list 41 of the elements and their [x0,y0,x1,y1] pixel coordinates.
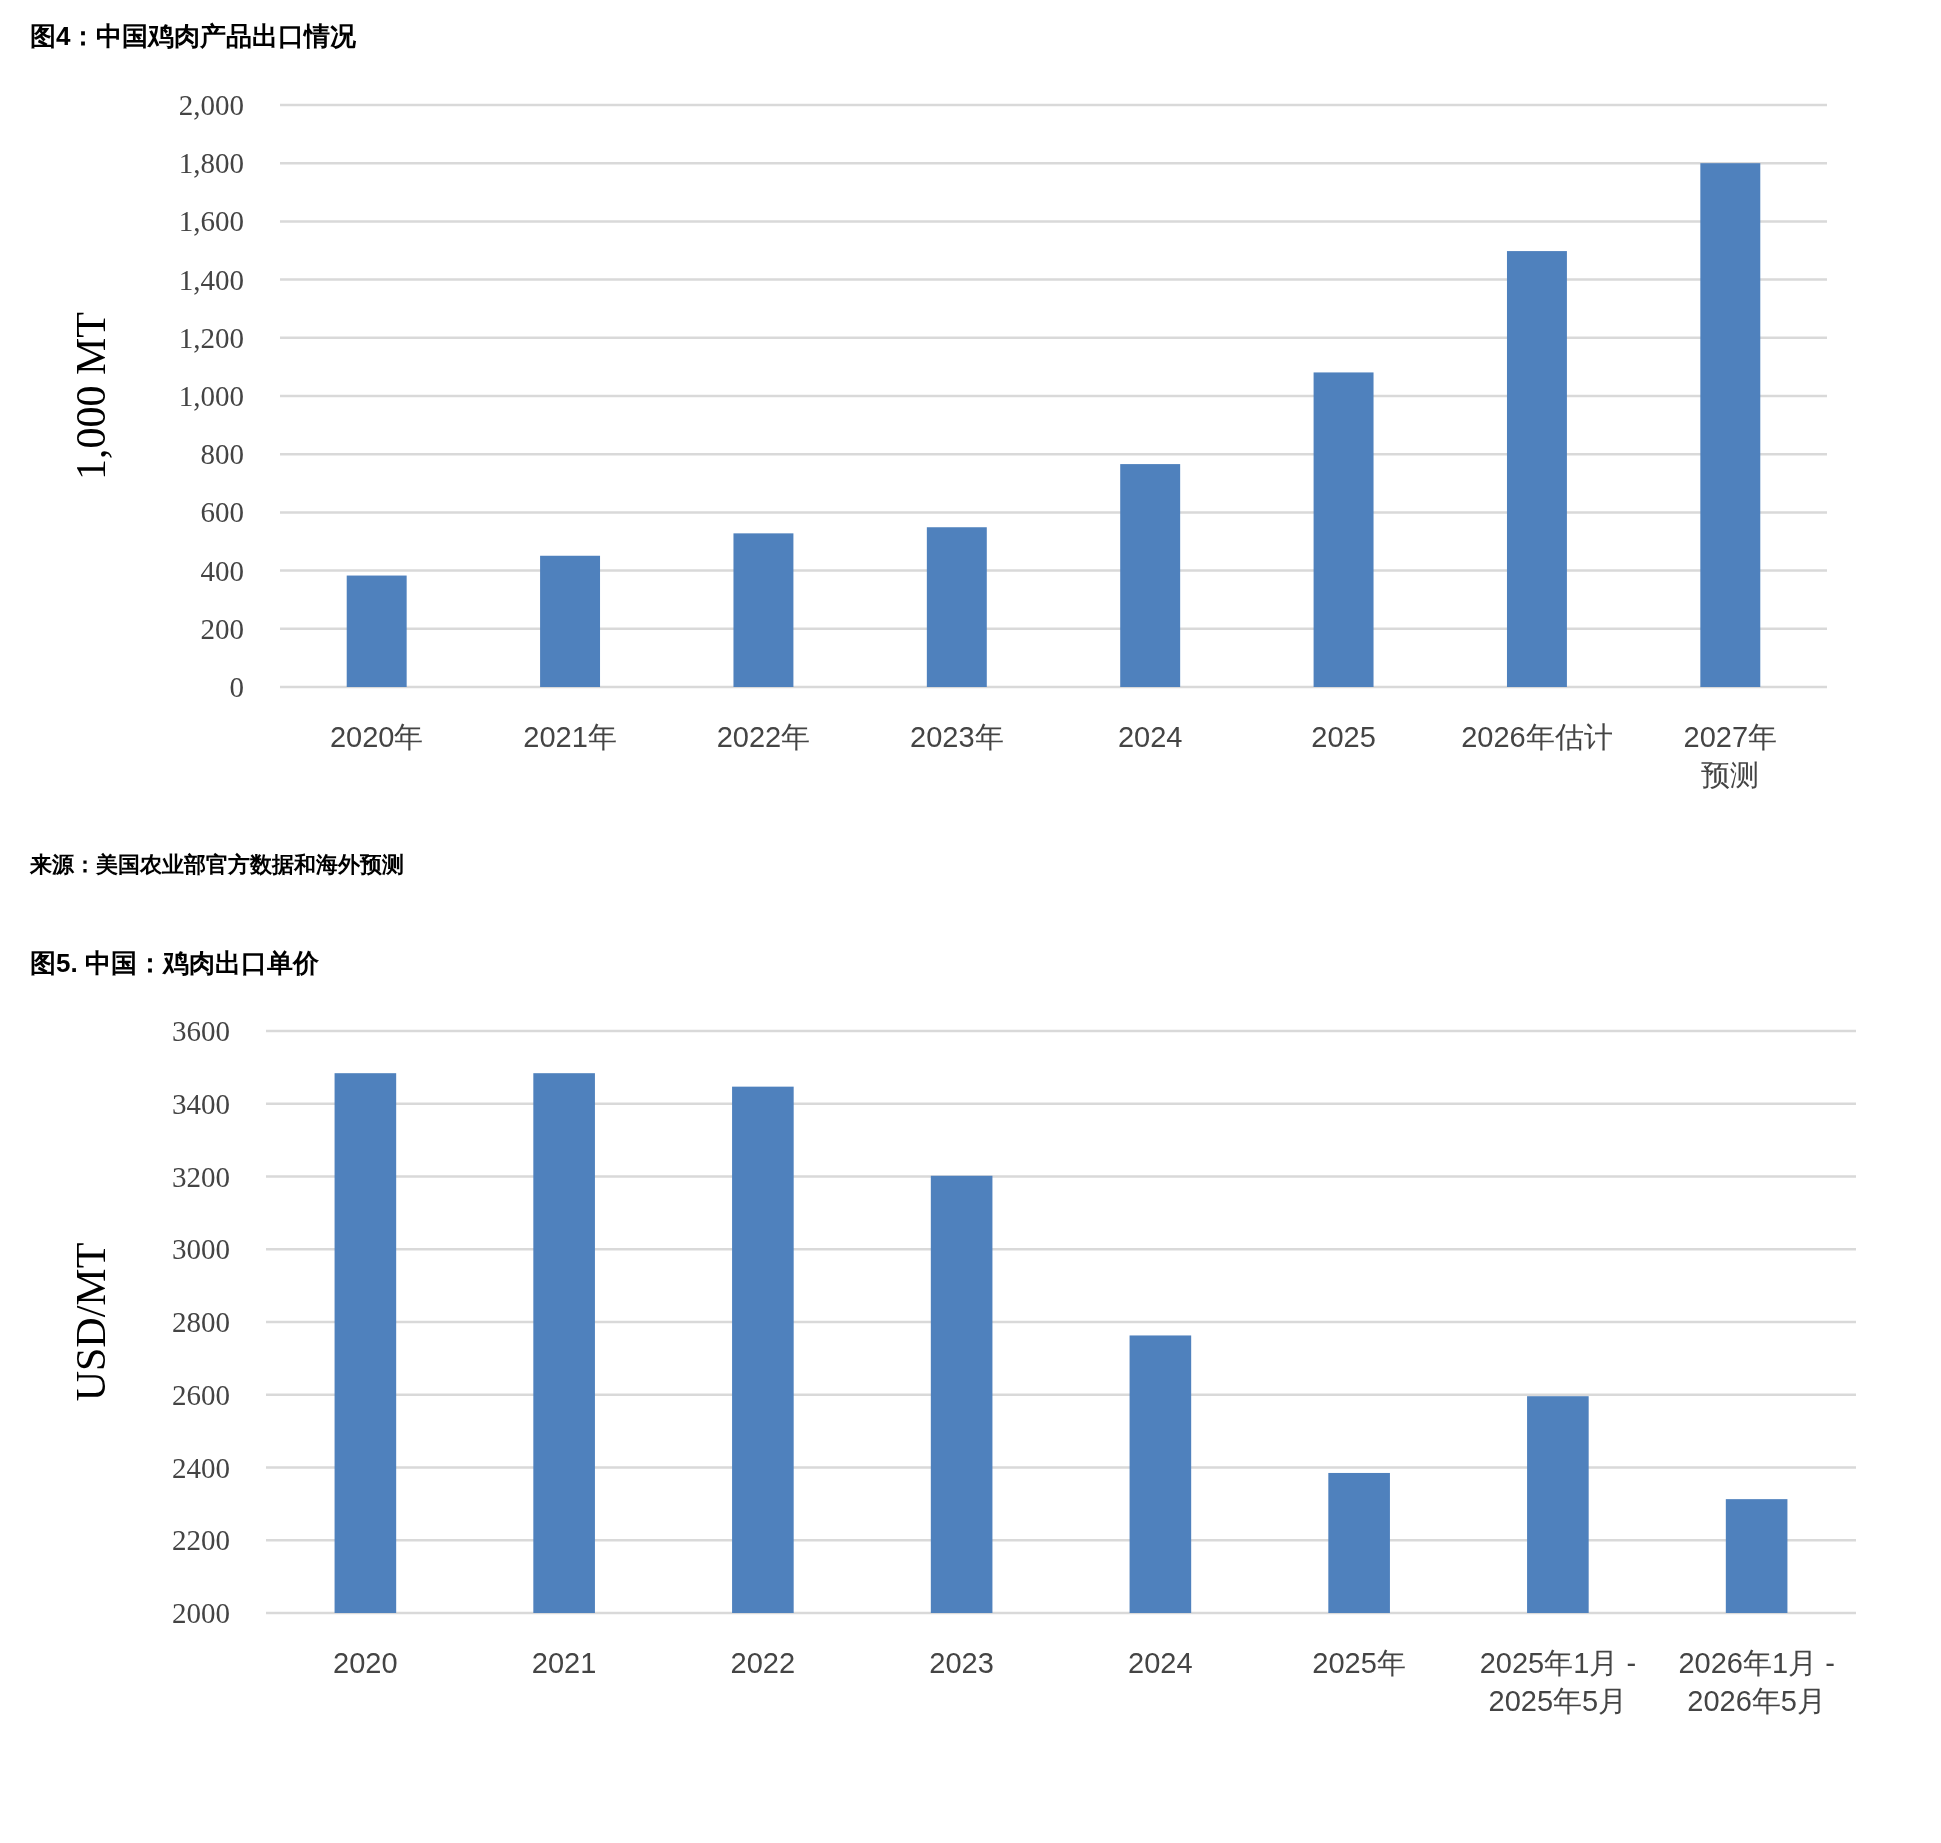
y-axis-title: 1,000 MT [68,312,114,480]
x-tick-label: 2023 [929,1647,994,1679]
x-tick-label: 2025年1月 - 2025年5月 [1479,1647,1637,1717]
x-tick-label: 2024 [1128,1647,1193,1679]
y-tick-label: 1,000 [178,380,244,412]
x-tick-label: 2027年预测 [1683,721,1778,791]
x-tick-label: 2023年 [910,721,1004,753]
y-tick-label: 2400 [172,1451,230,1484]
chart-title: 图5. 中国：鸡肉出口单价 [30,948,320,978]
y-tick-label: 2,000 [178,89,244,121]
y-tick-label: 3000 [172,1233,230,1266]
y-tick-label: 800 [200,438,244,471]
x-tick-label: 2020 [333,1647,398,1679]
y-tick-label: 3200 [172,1160,230,1193]
y-tick-label: 1,600 [178,205,244,238]
source-note: 来源：美国农业部官方数据和海外预测 [29,852,404,877]
y-tick-label: 3400 [172,1087,230,1120]
x-tick-label: 2020年 [329,721,424,753]
x-tick-label: 2025 [1311,721,1376,753]
x-tick-label: 2026年1月 - 2026年5月 [1678,1647,1835,1717]
y-tick-label: 2200 [172,1524,230,1557]
y-tick-label: 1,800 [178,147,244,180]
y-tick-label: 2800 [172,1306,230,1338]
y-tick-label: 400 [200,554,244,587]
y-axis-title: USD/MT [68,1242,114,1402]
y-tick-label: 200 [200,612,244,645]
y-tick-label: 3600 [172,1015,230,1047]
x-tick-label: 2021年 [523,721,617,753]
y-tick-label: 1,200 [178,321,244,354]
y-tick-label: 2000 [172,1597,230,1629]
x-tick-label: 2022年 [716,721,811,753]
x-tick-label: 2025年 [1312,1647,1406,1679]
x-tick-label: 2024 [1117,721,1183,753]
x-tick-label: 2022 [730,1647,796,1679]
y-tick-label: 2600 [172,1378,230,1411]
y-tick-label: 0 [229,671,244,703]
y-tick-label: 600 [200,496,244,529]
x-tick-label: 2021 [531,1647,597,1679]
y-tick-label: 1,400 [178,263,244,296]
x-tick-label: 2026年估计 [1461,721,1613,753]
chart-title: 图4：中国鸡肉产品出口情况 [30,21,358,51]
